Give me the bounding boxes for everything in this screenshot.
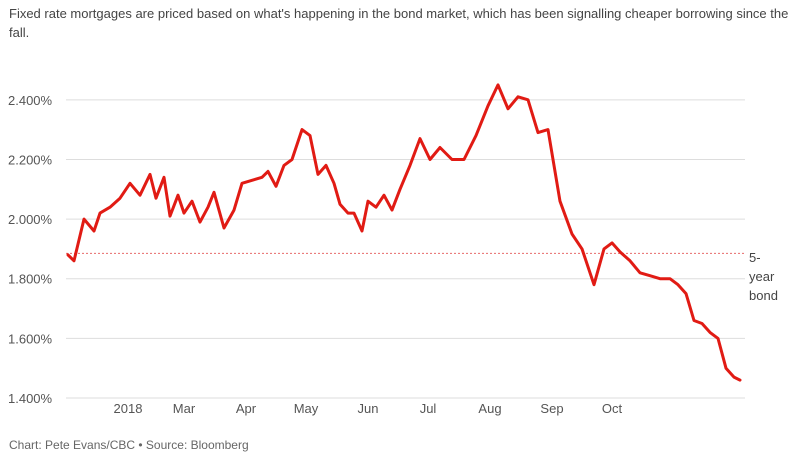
x-tick-label: Mar: [173, 401, 196, 416]
x-tick-label: Jun: [358, 401, 379, 416]
x-tick-label: Apr: [236, 401, 257, 416]
y-tick-label: 2.400%: [8, 93, 53, 108]
x-tick-label: Aug: [478, 401, 501, 416]
reference-line-label: year: [749, 269, 775, 284]
gridlines: [66, 99, 745, 399]
y-tick-label: 2.000%: [8, 212, 53, 227]
y-tick-label: 1.600%: [8, 331, 53, 346]
chart-source: Chart: Pete Evans/CBC • Source: Bloomber…: [9, 438, 249, 452]
series-layer: [66, 83, 742, 382]
x-tick-label: May: [294, 401, 319, 416]
x-tick-label: Oct: [602, 401, 623, 416]
x-tick-label: Jul: [420, 401, 437, 416]
y-tick-label: 2.200%: [8, 152, 53, 167]
x-tick-label: Sep: [540, 401, 563, 416]
reference-line-label: 5-: [749, 250, 761, 265]
series-line: [66, 83, 742, 382]
x-axis-ticks: 2018 Mar Apr May Jun Jul Aug Sep Oct: [114, 401, 623, 416]
reference-line-group: 5- year bond: [66, 250, 778, 303]
y-tick-label: 1.400%: [8, 391, 53, 406]
reference-line-label: bond: [749, 288, 778, 303]
chart-subtitle: Fixed rate mortgages are priced based on…: [9, 6, 789, 40]
x-tick-label: 2018: [114, 401, 143, 416]
y-axis-ticks: 1.400% 1.600% 1.800% 2.000% 2.200% 2.400%: [8, 93, 53, 406]
y-tick-label: 1.800%: [8, 272, 53, 287]
